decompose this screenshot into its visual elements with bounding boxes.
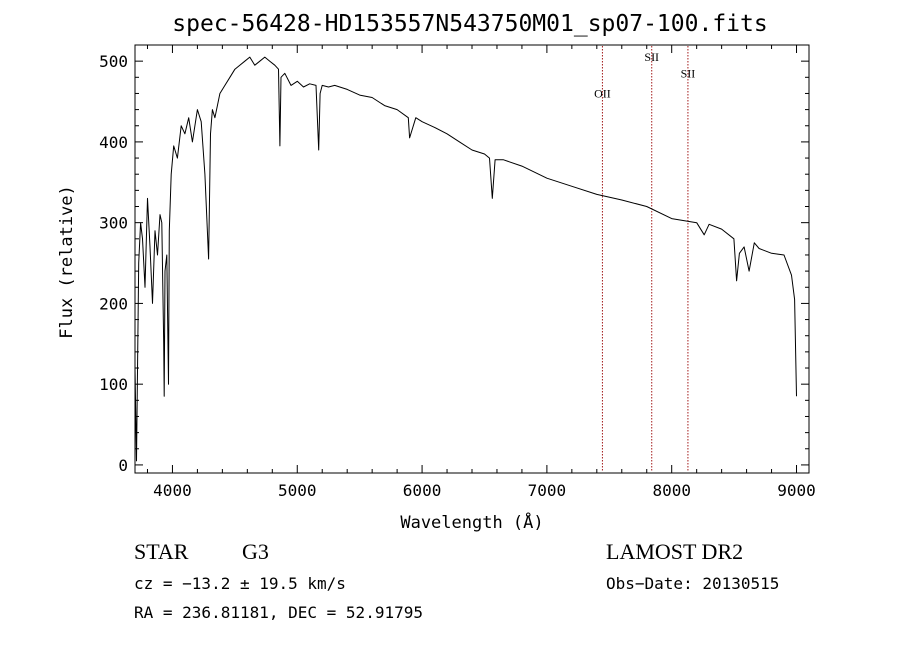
axis-ticks: 4000 5000 6000 7000 8000 9000 0 100 200 300 400 500 — [99, 45, 816, 500]
y-tick-label: 0 — [118, 456, 128, 475]
chart-title: spec-56428-HD153557N543750M01_sp07-100.f… — [172, 11, 767, 37]
x-axis-label: Wavelength (Å) — [400, 511, 543, 533]
x-tick-label: 8000 — [652, 481, 691, 500]
spectral-line-label: SII — [644, 50, 659, 64]
spectrum-series — [134, 56, 797, 462]
x-tick-label: 4000 — [153, 481, 192, 500]
coordinates: RA = 236.81181, DEC = 52.91795 — [134, 603, 423, 622]
x-tick-label: 6000 — [403, 481, 442, 500]
plot-frame — [134, 44, 810, 474]
spectrum-chart: spec-56428-HD153557N543750M01_sp07-100.f… — [57, 11, 816, 533]
y-axis-label: Flux (relative) — [57, 185, 77, 339]
spectral-line-label: OII — [594, 86, 611, 100]
y-tick-label: 200 — [99, 294, 128, 313]
x-tick-label: 7000 — [528, 481, 567, 500]
x-tick-label: 5000 — [278, 481, 317, 500]
spectrum-line — [134, 56, 797, 462]
y-tick-label: 100 — [99, 375, 128, 394]
spectral-line-label: SII — [681, 66, 696, 80]
spectral-line-markers: OII SII SII — [594, 46, 695, 472]
survey-name: LAMOST DR2 — [606, 539, 744, 564]
y-tick-label: 400 — [99, 133, 128, 152]
y-tick-label: 500 — [99, 52, 128, 71]
y-tick-label: 300 — [99, 214, 128, 233]
object-subclass: G3 — [242, 539, 269, 564]
redshift-cz: cz = −13.2 ± 19.5 km/s — [134, 574, 346, 593]
observation-date: Obs−Date: 20130515 — [606, 574, 780, 593]
x-tick-label: 9000 — [777, 481, 816, 500]
object-class: STAR — [134, 539, 189, 564]
